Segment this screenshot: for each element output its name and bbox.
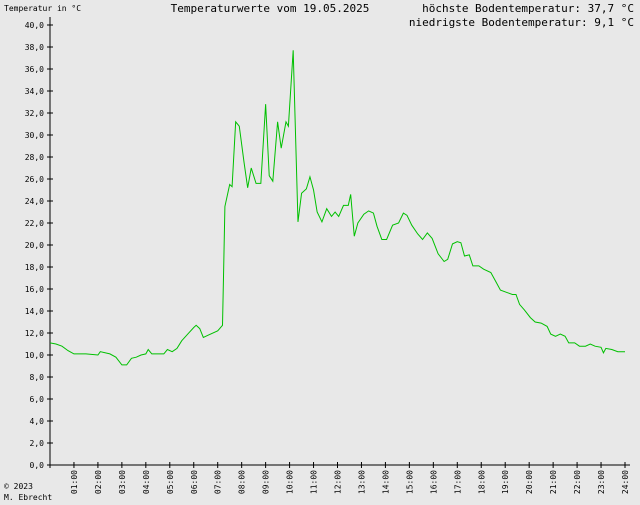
x-tick-label: 24:00 (621, 470, 630, 494)
y-tick-label: 30,0 (25, 131, 44, 140)
y-tick-label: 6,0 (30, 395, 45, 404)
y-tick-label: 26,0 (25, 175, 44, 184)
footer: M. Ebrecht (4, 493, 52, 502)
y-tick-label: 4,0 (30, 417, 45, 426)
y-tick-label: 40,0 (25, 21, 44, 30)
chart-title: Temperaturwerte vom 19.05.2025 (171, 2, 370, 15)
y-tick-label: 32,0 (25, 109, 44, 118)
x-tick-label: 20:00 (525, 470, 534, 494)
x-tick-label: 22:00 (573, 470, 582, 494)
x-tick-label: 01:00 (70, 470, 79, 494)
y-tick-label: 36,0 (25, 65, 44, 74)
y-tick-label: 2,0 (30, 439, 45, 448)
y-tick-label: 16,0 (25, 285, 44, 294)
y-tick-label: 10,0 (25, 351, 44, 360)
y-tick-label: 12,0 (25, 329, 44, 338)
y-tick-label: 34,0 (25, 87, 44, 96)
x-tick-label: 07:00 (214, 470, 223, 494)
y-tick-label: 20,0 (25, 241, 44, 250)
x-tick-label: 19:00 (501, 470, 510, 494)
y-axis-label: Temperatur in °C (4, 4, 81, 13)
footer: © 2023 (4, 482, 33, 491)
x-tick-label: 10:00 (286, 470, 295, 494)
x-tick-label: 09:00 (262, 470, 271, 494)
temperature-line (49, 50, 625, 366)
x-tick-label: 08:00 (238, 470, 247, 494)
x-tick-label: 21:00 (549, 470, 558, 494)
x-tick-label: 13:00 (357, 470, 366, 494)
x-tick-label: 23:00 (597, 470, 606, 494)
y-tick-label: 18,0 (25, 263, 44, 272)
x-tick-label: 04:00 (142, 470, 151, 494)
x-tick-label: 14:00 (381, 470, 390, 494)
x-tick-label: 16:00 (429, 470, 438, 494)
y-tick-label: 14,0 (25, 307, 44, 316)
x-tick-label: 06:00 (190, 470, 199, 494)
y-tick-label: 38,0 (25, 43, 44, 52)
x-tick-label: 03:00 (118, 470, 127, 494)
x-tick-label: 11:00 (310, 470, 319, 494)
y-tick-label: 0,0 (30, 461, 45, 470)
annotation: höchste Bodentemperatur: 37,7 °C (422, 2, 634, 15)
annotation: niedrigste Bodentemperatur: 9,1 °C (409, 16, 634, 29)
y-tick-label: 24,0 (25, 197, 44, 206)
y-tick-label: 8,0 (30, 373, 45, 382)
x-tick-label: 12:00 (334, 470, 343, 494)
x-tick-label: 05:00 (166, 470, 175, 494)
y-tick-label: 28,0 (25, 153, 44, 162)
x-tick-label: 02:00 (94, 470, 103, 494)
x-tick-label: 17:00 (453, 470, 462, 494)
x-tick-label: 18:00 (477, 470, 486, 494)
x-tick-label: 15:00 (405, 470, 414, 494)
y-tick-label: 22,0 (25, 219, 44, 228)
